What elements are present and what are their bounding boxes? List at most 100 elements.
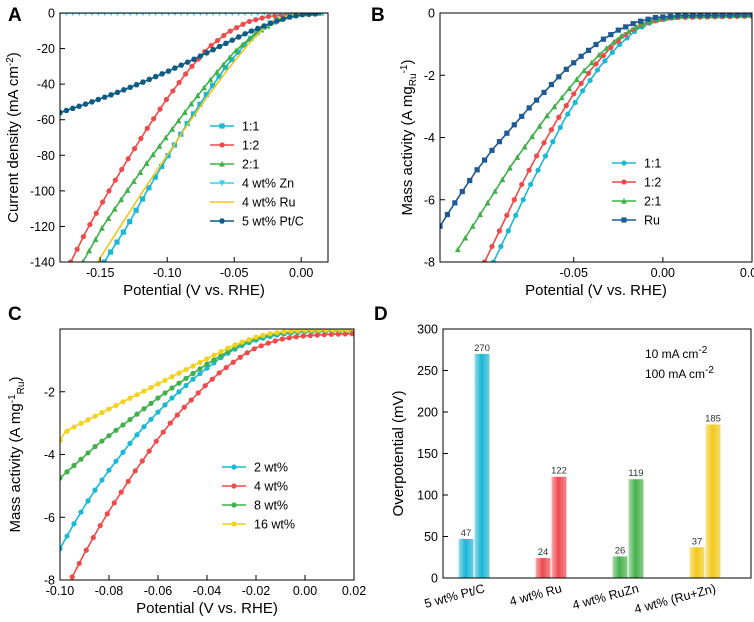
bar	[474, 353, 490, 578]
data-point	[87, 221, 93, 228]
data-point	[593, 61, 599, 67]
data-point	[176, 389, 182, 395]
data-point	[148, 400, 154, 407]
legend-label: 1:1	[242, 120, 259, 134]
data-point	[321, 332, 327, 338]
y-tick-label: -6	[44, 511, 55, 525]
data-point	[173, 13, 177, 17]
data-point	[727, 13, 733, 18]
data-point	[578, 53, 584, 59]
data-point	[571, 60, 577, 66]
data-point	[197, 359, 203, 365]
data-point	[600, 52, 607, 59]
x-tick-label: 0.05	[740, 266, 754, 280]
data-point	[256, 13, 260, 17]
data-point	[529, 133, 536, 140]
data-point	[78, 456, 84, 462]
data-point	[489, 243, 495, 250]
data-point	[137, 169, 144, 175]
data-point	[246, 18, 252, 25]
data-point	[213, 69, 220, 75]
y-tick-label: -4	[424, 131, 435, 145]
y-axis-label: Current density (mA cm-2)	[5, 52, 22, 223]
legend-label: 4 wt% Zn	[242, 177, 294, 191]
data-point	[648, 17, 654, 24]
legend-label: 1:1	[644, 157, 661, 171]
data-point	[63, 107, 70, 114]
data-point	[344, 329, 350, 333]
data-point	[637, 18, 644, 24]
y-tick-label: 150	[417, 447, 438, 461]
data-point	[682, 13, 688, 19]
data-point	[169, 126, 176, 132]
data-point	[69, 105, 76, 111]
data-point	[190, 376, 196, 382]
data-point	[81, 258, 85, 262]
data-point	[248, 35, 254, 41]
panel-B: -0.05 0.00 0.05 0 -2 -4 -6 -8 Potential (V vs. R…	[399, 7, 754, 300]
data-point	[176, 79, 182, 86]
data-point	[78, 509, 84, 515]
data-point	[295, 329, 301, 334]
data-point	[90, 535, 96, 541]
data-point	[139, 196, 146, 202]
data-point	[232, 342, 238, 348]
data-point	[541, 89, 547, 95]
data-point	[204, 356, 210, 362]
data-point	[181, 109, 188, 115]
data-point	[533, 97, 540, 103]
data-point	[155, 395, 161, 401]
y-tick-label: 50	[424, 530, 438, 544]
data-point	[192, 13, 196, 17]
data-point	[131, 146, 138, 152]
data-point	[183, 366, 189, 373]
data-point	[272, 338, 278, 344]
data-point	[293, 13, 300, 19]
data-point	[162, 377, 168, 383]
data-point	[208, 43, 214, 49]
data-point	[169, 374, 175, 380]
data-point	[127, 395, 133, 401]
data-point	[496, 139, 503, 145]
data-point	[99, 477, 105, 483]
data-point	[286, 335, 292, 341]
bar	[612, 556, 628, 578]
x-tick-label: -0.10	[46, 584, 75, 598]
bar-value-label: 37	[692, 536, 703, 547]
data-point	[99, 225, 105, 231]
data-point	[237, 354, 243, 360]
data-point	[130, 178, 137, 184]
data-point	[159, 163, 165, 169]
data-point	[557, 124, 563, 130]
data-point	[114, 239, 120, 245]
data-point	[195, 390, 201, 396]
data-point	[201, 84, 207, 91]
data-point	[111, 205, 118, 212]
y-tick-label: -80	[37, 149, 55, 163]
data-point	[204, 361, 210, 367]
bar-value-label: 185	[705, 413, 721, 424]
y-tick-label: -4	[44, 448, 55, 462]
data-point	[169, 395, 175, 401]
data-point	[481, 157, 488, 163]
data-point	[160, 429, 166, 435]
data-point	[265, 340, 271, 346]
data-point	[261, 23, 268, 29]
data-point	[749, 13, 752, 18]
data-point	[83, 547, 89, 553]
data-point	[113, 427, 119, 433]
legend-marker	[621, 179, 627, 185]
data-point	[203, 50, 210, 56]
data-point	[148, 416, 154, 422]
data-point	[274, 330, 280, 336]
data-point	[82, 101, 89, 107]
data-point	[520, 197, 526, 203]
data-point	[563, 66, 569, 72]
y-tick-label: -6	[424, 193, 435, 207]
data-point	[64, 428, 70, 434]
legend-label: 2:1	[242, 158, 259, 172]
data-point	[513, 212, 519, 218]
data-point	[127, 218, 133, 225]
y-axis-label: Mass activity (A mgRu-1)	[399, 60, 419, 216]
data-point	[83, 13, 88, 17]
